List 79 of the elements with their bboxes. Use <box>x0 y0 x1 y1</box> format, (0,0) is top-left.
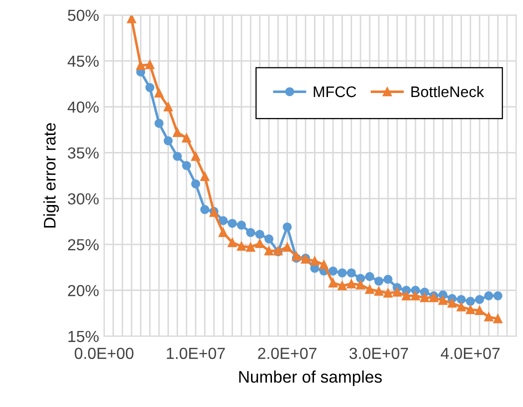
point <box>228 218 237 228</box>
point <box>346 268 356 278</box>
point <box>374 276 384 286</box>
point <box>200 172 210 182</box>
y-tick-label: 15% <box>68 330 99 342</box>
legend-label: BottleNeck <box>411 86 484 98</box>
point <box>338 281 347 290</box>
point <box>466 296 475 306</box>
point <box>145 60 154 70</box>
point <box>200 205 210 214</box>
x-axis-title: Number of samples <box>239 370 382 386</box>
point <box>392 288 402 297</box>
point <box>191 152 200 161</box>
point <box>338 268 347 278</box>
y-axis-title: Digit error rate <box>43 123 59 228</box>
point <box>420 293 430 302</box>
point <box>191 179 200 188</box>
legend-label: MFCC <box>314 86 356 98</box>
point <box>484 312 494 322</box>
point <box>475 306 484 316</box>
point <box>264 234 274 244</box>
point <box>282 242 292 252</box>
point <box>145 83 154 92</box>
x-tick-label: 4.0E+07 <box>440 348 500 360</box>
point <box>319 260 328 270</box>
point <box>402 291 411 300</box>
x-tick-label: 3.0E+07 <box>349 348 408 360</box>
point <box>374 286 384 296</box>
y-tick-label: 50% <box>68 10 99 22</box>
point <box>466 305 475 314</box>
point <box>154 118 164 128</box>
point <box>164 102 173 112</box>
point <box>218 228 228 238</box>
x-tick-label: 0.0E+00 <box>74 348 134 360</box>
point <box>438 296 448 305</box>
x-tick-label: 1.0E+07 <box>166 348 225 360</box>
point <box>127 15 136 24</box>
point <box>154 88 164 98</box>
point <box>172 128 182 138</box>
point <box>493 314 502 324</box>
y-tick-label: 45% <box>68 56 99 67</box>
point <box>365 284 374 294</box>
point <box>136 61 146 70</box>
point <box>236 220 246 230</box>
point <box>264 246 274 256</box>
point <box>484 291 494 300</box>
point <box>282 222 292 232</box>
point <box>236 242 246 251</box>
point <box>182 133 192 143</box>
point <box>456 294 466 304</box>
point <box>383 274 392 284</box>
y-tick-label: 30% <box>68 193 99 205</box>
point <box>475 294 484 304</box>
point <box>383 288 392 298</box>
point <box>456 302 466 312</box>
y-tick-label: 40% <box>68 101 99 113</box>
point <box>410 291 420 300</box>
point <box>356 274 366 283</box>
point <box>328 266 338 276</box>
point <box>328 278 338 288</box>
point <box>228 238 237 248</box>
point <box>164 136 173 146</box>
point <box>246 242 256 252</box>
point <box>246 228 256 238</box>
point <box>346 279 356 288</box>
point <box>493 291 502 300</box>
point <box>255 230 264 239</box>
point <box>356 280 366 290</box>
y-tick-label: 25% <box>68 239 99 250</box>
y-tick-label: 20% <box>68 284 99 296</box>
point <box>218 216 228 226</box>
point <box>172 152 182 161</box>
point <box>255 239 264 248</box>
point <box>365 272 374 282</box>
y-tick-label: 35% <box>68 147 99 159</box>
point <box>448 298 457 308</box>
point <box>310 256 320 266</box>
x-tick-label: 2.0E+07 <box>258 348 316 360</box>
point <box>182 161 192 170</box>
